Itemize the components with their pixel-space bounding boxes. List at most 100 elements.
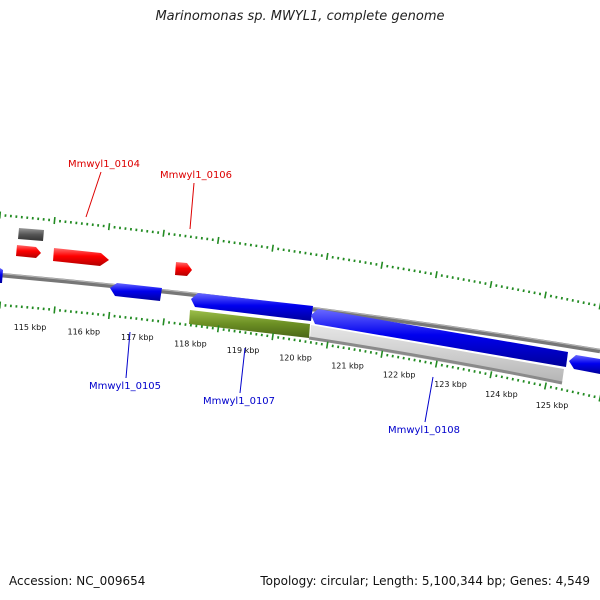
tick-label: 123 kbp [434, 380, 467, 389]
selected-gene-olive-bar[interactable] [189, 310, 310, 338]
tick-label: 116 kbp [67, 328, 100, 337]
tick-label: 119 kbp [227, 346, 260, 355]
inner-ring-major-tick [162, 318, 165, 326]
outer-ring-minor-tick [560, 296, 563, 300]
inner-ring-minor-tick [538, 383, 542, 387]
gene-mmwyl1-0106-arrow[interactable] [175, 262, 192, 276]
outer-ring-major-tick [544, 291, 547, 299]
outer-ring-major-tick [216, 236, 220, 245]
inner-ring-minor-tick [364, 350, 367, 353]
leader-mmwyl1-0104 [85, 171, 102, 218]
inner-tick-ring [0, 301, 600, 402]
gene-mmwyl1-0105-arrow[interactable] [110, 283, 162, 301]
inner-ring-minor-tick [549, 385, 553, 389]
tick-label: 117 kbp [121, 333, 154, 342]
inner-ring-major-tick [53, 306, 56, 314]
outer-ring-major-tick [325, 252, 329, 261]
inner-ring-minor-tick [424, 360, 427, 364]
inner-ring-minor-tick [353, 348, 356, 351]
inner-ring-minor-tick [560, 388, 563, 391]
leader-mmwyl1-0108 [424, 376, 434, 423]
outer-ring-minor-tick [549, 294, 553, 298]
inner-ring-minor-tick [577, 391, 580, 395]
inner-ring-minor-tick [413, 358, 416, 362]
gene-reverse-right-arrow[interactable] [569, 355, 600, 374]
inner-ring-minor-tick [484, 372, 487, 375]
outer-ring-minor-tick [593, 303, 596, 307]
outer-ring-major-tick [380, 261, 384, 269]
outer-ring-major-tick [107, 223, 111, 231]
outer-ring-major-tick [53, 217, 56, 225]
inner-ring-minor-tick [473, 370, 476, 373]
tick-label: 125 kbp [536, 401, 569, 410]
tick-label: 121 kbp [331, 362, 364, 371]
inner-ring-minor-tick [451, 365, 454, 369]
tick-label: 124 kbp [485, 390, 518, 399]
outer-tick-ring [0, 211, 600, 310]
outer-ring-minor-tick [533, 291, 536, 295]
inner-ring-minor-tick [500, 375, 503, 379]
label-mmwyl1-0106[interactable]: Mmwyl1_0106 [160, 170, 232, 181]
inner-ring-minor-tick [522, 380, 525, 383]
outer-ring-minor-tick [587, 302, 591, 306]
gene-grey-feature[interactable] [18, 228, 44, 241]
inner-ring-minor-tick [506, 376, 509, 380]
gene-mmwyl1-0108-arrow[interactable] [311, 309, 568, 367]
inner-ring-minor-tick [457, 366, 460, 370]
outer-ring-major-tick [271, 244, 274, 252]
inner-ring-minor-tick [402, 356, 405, 360]
label-mmwyl1-0108[interactable]: Mmwyl1_0108 [388, 425, 460, 436]
label-mmwyl1-0105[interactable]: Mmwyl1_0105 [89, 381, 161, 392]
label-mmwyl1-0104[interactable]: Mmwyl1_0104 [68, 159, 140, 170]
leader-mmwyl1-0106 [189, 182, 195, 230]
leader-mmwyl1-0105 [125, 331, 131, 379]
inner-ring-major-tick [543, 382, 547, 390]
gene-mmwyl1-0107-arrow[interactable] [191, 293, 313, 321]
inner-ring-major-tick [216, 325, 220, 333]
outer-ring-minor-tick [566, 297, 569, 301]
outer-ring-minor-tick [506, 286, 509, 290]
gene-reverse-edge-arrow[interactable] [0, 268, 3, 283]
outer-ring-major-tick [435, 271, 438, 279]
label-mmwyl1-0107[interactable]: Mmwyl1_0107 [203, 396, 275, 407]
outer-ring-minor-tick [517, 288, 520, 292]
inner-ring-minor-tick [582, 392, 585, 396]
outer-ring-minor-tick [582, 301, 585, 305]
outer-ring-minor-tick [555, 295, 558, 299]
outer-ring-minor-tick [577, 300, 580, 303]
outer-ring-major-tick [162, 229, 165, 237]
gene-callouts: Mmwyl1_0104 Mmwyl1_0106 Mmwyl1_0105 Mmwy… [68, 159, 460, 436]
gene-mmwyl1-0103-arrow[interactable] [16, 245, 41, 258]
tick-label: 120 kbp [279, 354, 312, 363]
inner-ring-minor-tick [593, 395, 596, 399]
genome-summary-text: Topology: circular; Length: 5,100,344 bp… [260, 574, 590, 588]
inner-ring-minor-tick [440, 363, 443, 367]
leader-mmwyl1-0107 [239, 347, 246, 394]
inner-ring-minor-tick [587, 394, 591, 398]
inner-ring-minor-tick [446, 364, 449, 368]
outer-ring-minor-tick [495, 284, 498, 287]
gene-mmwyl1-0104-arrow[interactable] [53, 248, 109, 266]
inner-ring-minor-tick [517, 378, 520, 382]
outer-ring-minor-tick [484, 282, 487, 285]
tick-label-group: 115 kbp 116 kbp 117 kbp 118 kbp 119 kbp 120 k… [14, 323, 569, 410]
inner-ring-minor-tick [527, 381, 531, 384]
outer-ring-minor-tick [462, 278, 465, 281]
tick-label: 118 kbp [174, 339, 207, 348]
inner-ring-major-tick [380, 350, 384, 358]
inner-ring-minor-tick [566, 389, 569, 393]
inner-ring-major-tick [271, 332, 274, 341]
inner-ring-major-tick [598, 394, 600, 402]
tick-label: 122 kbp [383, 371, 416, 380]
accession-text: Accession: NC_009654 [9, 574, 146, 588]
outer-ring-minor-tick [571, 299, 574, 302]
inner-ring-major-tick [434, 360, 438, 368]
inner-ring-minor-tick [571, 390, 574, 394]
selected-region-outline [308, 336, 563, 385]
outer-ring-minor-tick [522, 289, 525, 293]
map-title: Marinomonas sp. MWYL1, complete genome [155, 9, 445, 24]
inner-ring-minor-tick [555, 386, 558, 390]
inner-ring-minor-tick [533, 382, 536, 386]
selected-region-bar[interactable] [310, 325, 564, 383]
